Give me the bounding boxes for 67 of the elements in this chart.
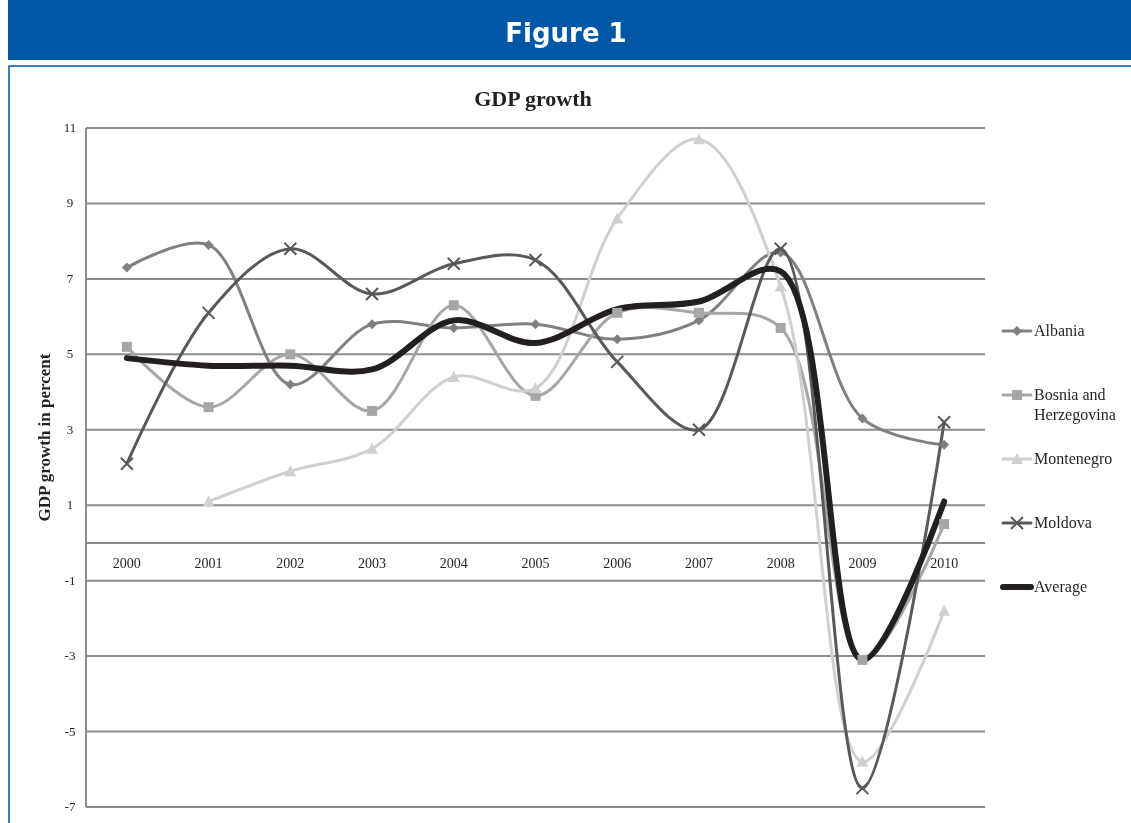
chart-subtitle: GDP growth <box>474 86 592 111</box>
y-tick-label: 5 <box>66 346 74 362</box>
point <box>773 241 788 256</box>
point <box>530 319 541 330</box>
point <box>937 415 952 430</box>
x-tick-label: 2000 <box>112 555 141 571</box>
point <box>285 349 296 360</box>
y-tick-label: -7 <box>64 799 76 814</box>
point <box>939 519 950 530</box>
point <box>855 781 870 796</box>
y-tick-label: 9 <box>66 195 74 211</box>
point <box>446 256 461 271</box>
point <box>448 300 459 311</box>
point <box>201 305 216 320</box>
point <box>202 495 215 507</box>
x-tick-label: 2009 <box>848 555 877 571</box>
y-tick-label: -5 <box>64 723 76 739</box>
point <box>367 405 378 416</box>
point <box>774 280 787 292</box>
point <box>447 370 460 382</box>
point <box>203 239 214 250</box>
y-tick-label: 11 <box>63 120 77 135</box>
y-tick-label: 3 <box>66 421 74 437</box>
x-tick-label: 2010 <box>930 555 959 571</box>
point <box>366 442 379 454</box>
point <box>856 755 869 767</box>
legend-label: Average <box>1034 578 1087 596</box>
point <box>285 379 296 390</box>
x-tick-label: 2001 <box>194 555 223 571</box>
point <box>529 382 542 394</box>
legend-label: Montenegro <box>1034 450 1113 468</box>
point <box>691 422 706 437</box>
point <box>693 307 704 318</box>
point <box>121 341 132 352</box>
point <box>528 253 543 268</box>
x-tick-label: 2007 <box>684 555 713 571</box>
point <box>121 262 132 273</box>
point <box>284 465 297 477</box>
x-tick-label: 2005 <box>521 555 550 571</box>
y-tick-label: 1 <box>66 497 74 513</box>
x-tick-label: 2003 <box>358 555 387 571</box>
point <box>692 133 705 145</box>
x-tick-label: 2006 <box>603 555 632 571</box>
chart-title: Figure 1 <box>505 18 627 48</box>
point <box>938 604 951 616</box>
x-tick-label: 2002 <box>276 555 305 571</box>
point <box>203 402 214 413</box>
y-tick-label: 7 <box>66 270 74 286</box>
y-tick-label: -1 <box>64 572 76 588</box>
point <box>857 654 868 665</box>
x-tick-label: 2008 <box>766 555 795 571</box>
point <box>775 322 786 333</box>
point <box>283 241 298 256</box>
point <box>365 286 380 301</box>
point <box>612 307 623 318</box>
point <box>611 212 624 224</box>
point <box>939 439 950 450</box>
y-axis-title: GDP growth in percent <box>35 353 54 522</box>
point <box>119 456 134 471</box>
point <box>612 334 623 345</box>
legend-label: Moldova <box>1034 514 1092 531</box>
point <box>367 319 378 330</box>
y-tick-label: -3 <box>64 648 76 664</box>
legend-label: Albania <box>1034 322 1085 339</box>
x-tick-label: 2004 <box>439 555 468 571</box>
legend-label: Bosnia and Herzegovina <box>1034 386 1116 424</box>
point <box>857 413 868 424</box>
